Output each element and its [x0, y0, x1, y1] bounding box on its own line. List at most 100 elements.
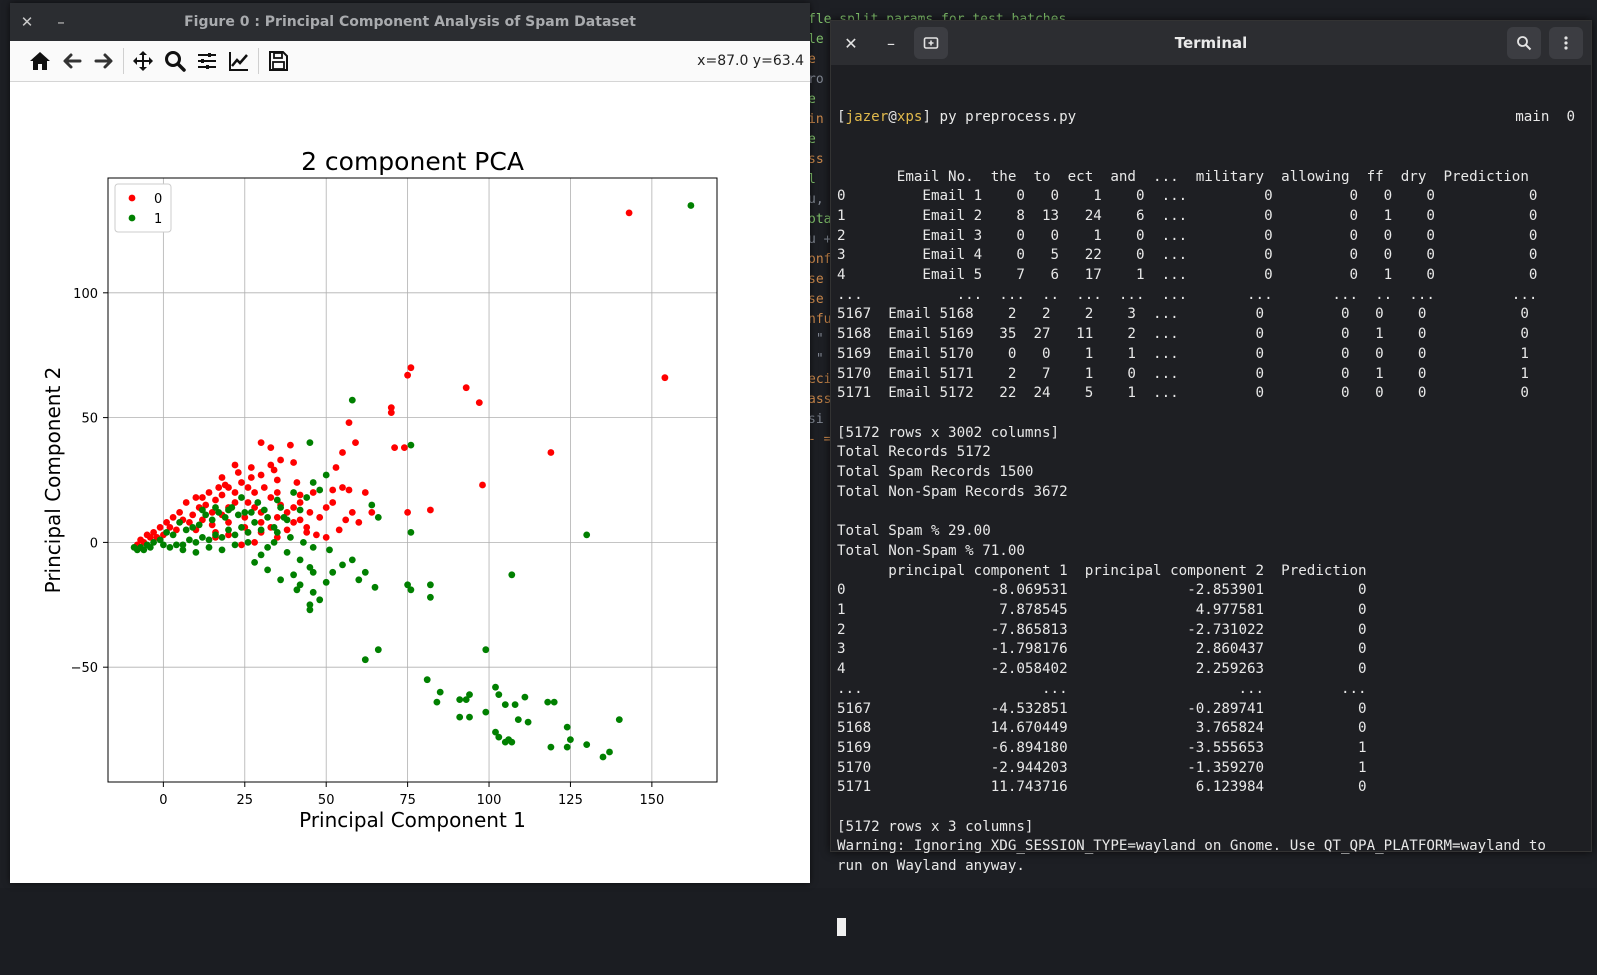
data-point — [169, 531, 177, 539]
data-point — [495, 733, 503, 741]
data-point — [267, 444, 275, 451]
edit-axes-button[interactable] — [223, 45, 255, 77]
data-point — [550, 698, 558, 706]
terminal-close-button[interactable]: ✕ — [844, 33, 858, 53]
data-point — [169, 514, 177, 521]
data-point — [492, 683, 499, 691]
data-point — [277, 504, 284, 511]
save-button[interactable] — [262, 45, 294, 77]
terminal-output-line: [5172 rows x 3 columns] — [837, 818, 1034, 835]
background-code-fragment: eci — [808, 372, 832, 387]
y-tick-label: 0 — [90, 536, 98, 551]
data-point — [205, 489, 213, 496]
subplots-button[interactable] — [191, 45, 223, 77]
data-point — [423, 676, 431, 684]
back-button[interactable] — [56, 45, 88, 77]
data-point — [189, 524, 197, 531]
data-point — [293, 479, 301, 486]
data-point — [599, 753, 607, 761]
data-point — [202, 511, 210, 519]
save-icon — [269, 51, 288, 71]
data-point — [309, 544, 317, 551]
figure-titlebar: ✕ – Figure 0 : Principal Component Analy… — [10, 3, 810, 41]
data-point — [247, 509, 255, 516]
pan-button[interactable] — [127, 45, 159, 77]
data-point — [466, 691, 473, 698]
background-code-fragment: ro — [808, 72, 824, 87]
figure-close-button[interactable]: ✕ — [20, 13, 34, 31]
data-point — [225, 526, 232, 534]
terminal-minimize-button[interactable]: – — [887, 33, 895, 53]
data-point — [296, 581, 304, 589]
toolbar-separator — [258, 48, 259, 74]
data-point — [361, 489, 369, 496]
data-point — [212, 504, 219, 511]
data-point — [368, 501, 376, 509]
data-point — [179, 546, 187, 554]
data-point — [401, 444, 408, 451]
menu-button[interactable] — [1549, 27, 1583, 59]
plot-area — [108, 178, 717, 782]
x-tick-label: 0 — [159, 793, 167, 808]
data-point — [290, 519, 297, 526]
subplots-icon — [198, 53, 216, 69]
terminal-output-line: 5167 Email 5168 2 2 2 3 ... 0 0 0 0 0 — [837, 306, 1529, 323]
terminal-output-line: 3 -1.798176 2.860437 0 — [837, 641, 1367, 658]
legend-marker — [128, 214, 136, 222]
terminal-header: ✕ – Terminal — [831, 21, 1591, 65]
data-point — [218, 491, 226, 499]
forward-button[interactable] — [88, 45, 120, 77]
data-point — [280, 514, 288, 521]
terminal-output[interactable]: [jazer@xps] py preprocess.py main 0 Email… — [831, 65, 1591, 975]
data-point — [163, 529, 171, 536]
data-point — [547, 743, 555, 751]
data-point — [238, 479, 245, 486]
data-point — [687, 202, 695, 209]
figure-minimize-button[interactable]: – — [57, 13, 65, 31]
x-tick-label: 25 — [237, 793, 254, 808]
data-point — [466, 713, 473, 721]
terminal-output-line: Total Non-Spam Records 3672 — [837, 483, 1068, 500]
data-point — [215, 484, 223, 491]
data-point — [329, 486, 337, 494]
data-point — [231, 461, 239, 469]
data-point — [231, 541, 239, 549]
data-point — [361, 568, 369, 576]
data-point — [427, 506, 434, 514]
data-point — [339, 561, 346, 569]
data-point — [322, 534, 330, 541]
x-axis-label: Principal Component 1 — [299, 808, 526, 832]
data-point — [251, 489, 258, 496]
prompt-at: @ — [888, 109, 897, 126]
pan-icon — [133, 51, 153, 71]
y-axis-label: Principal Component 2 — [41, 367, 65, 594]
x-tick-label: 75 — [399, 793, 416, 808]
data-point — [482, 708, 490, 716]
data-point — [199, 516, 206, 524]
data-point — [199, 506, 206, 514]
terminal-output-line: 5171 Email 5172 22 24 5 1 ... 0 0 0 0 0 — [837, 385, 1529, 402]
legend: 01 — [114, 183, 172, 233]
zoom-button[interactable] — [159, 45, 191, 77]
data-point — [521, 693, 529, 701]
data-point — [218, 474, 226, 481]
data-point — [231, 489, 239, 496]
data-point — [348, 396, 356, 404]
data-point — [163, 519, 171, 526]
prompt-command: py preprocess.py — [930, 109, 1077, 126]
data-point — [300, 539, 307, 546]
data-point — [345, 486, 353, 494]
data-point — [361, 656, 369, 664]
pca-scatter-plot[interactable]: 0 25 50 75 100 125 150 −50 0 50 100 2 component PCA… — [10, 83, 810, 883]
new-tab-button[interactable] — [911, 21, 951, 65]
terminal-output-line: 0 Email 1 0 0 1 0 ... 0 0 0 0 0 — [837, 188, 1538, 205]
data-point — [192, 539, 200, 546]
terminal-output-line: Warning: Ignoring XDG_SESSION_TYPE=wayla… — [837, 838, 1546, 855]
search-button[interactable] — [1507, 27, 1541, 59]
home-button[interactable] — [24, 45, 56, 77]
data-point — [221, 481, 229, 489]
data-point — [404, 581, 411, 589]
terminal-output-line: ... ... ... .. ... ... ... ... ... .. ..… — [837, 286, 1538, 303]
data-point — [231, 531, 239, 539]
data-point — [192, 494, 200, 501]
